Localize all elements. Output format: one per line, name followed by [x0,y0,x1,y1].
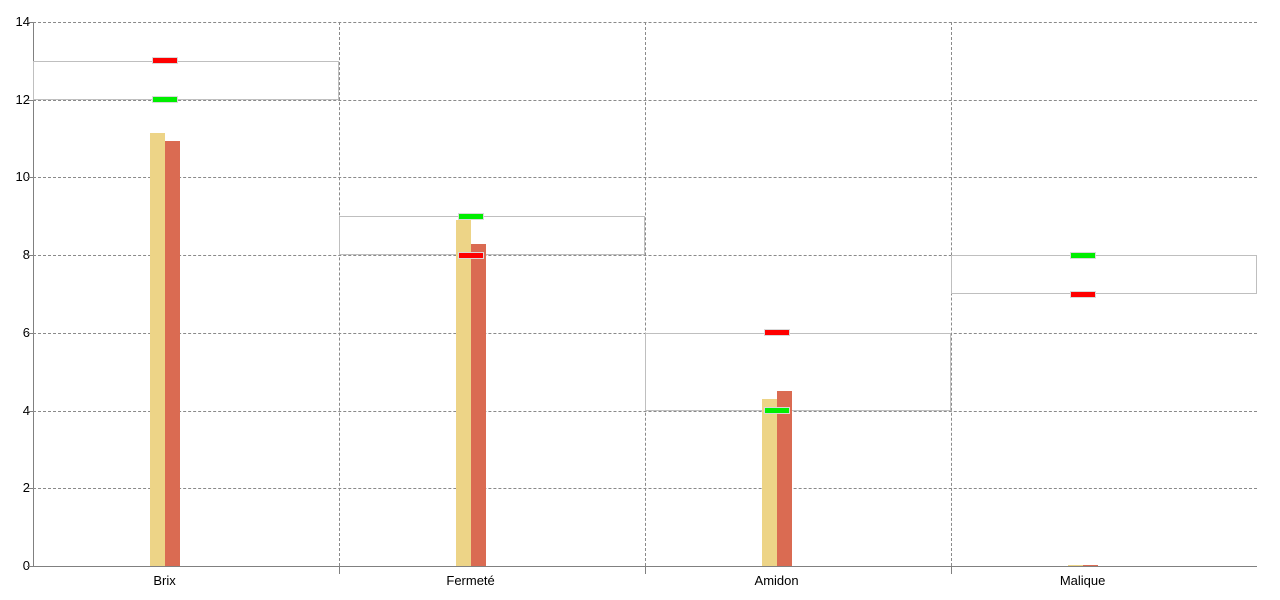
bar [776,391,792,566]
threshold-marker-max [1069,290,1096,298]
threshold-marker-max [763,329,790,337]
y-axis-tick-label: 0 [22,558,30,573]
y-axis-tick-mark [27,255,33,257]
y-axis-line [33,22,34,566]
x-axis-tick-label: Fermeté [446,573,495,588]
reference-range-box [645,332,951,411]
bar [149,132,165,566]
y-axis-tick-label: 8 [22,247,30,263]
group-separator [645,22,646,566]
x-axis-tick-mark [339,566,340,574]
threshold-marker-min [457,212,484,220]
y-axis-tick-label: 6 [22,324,30,340]
bar [1067,565,1083,566]
x-axis-tick-label: Malique [1059,573,1106,588]
plot-area [27,22,1257,567]
y-axis-tick-mark [27,566,33,567]
y-axis-tick-label: 4 [22,402,30,418]
bar [164,140,180,566]
y-axis-tick-label: 10 [15,169,30,185]
bar [1082,565,1098,566]
y-axis-tick-mark [27,332,33,334]
y-axis-tick-label: 12 [15,91,30,107]
y-axis-tick-label: 2 [22,480,30,496]
group-separator [951,22,952,566]
threshold-marker-max [457,251,484,259]
y-axis-tick-mark [27,410,33,412]
x-axis-tick-label: Amidon [754,573,799,588]
x-axis-tick-label: Brix [153,573,176,588]
reference-range-box [951,255,1257,294]
y-axis-tick-mark [27,177,33,179]
x-axis-tick-mark [645,566,646,574]
group-separator [339,22,340,566]
bar [761,398,777,566]
threshold-marker-min [151,96,178,104]
threshold-marker-max [151,57,178,65]
threshold-marker-min [1069,251,1096,259]
y-axis-tick-mark [27,99,33,101]
threshold-marker-min [763,407,790,415]
x-axis-tick-mark [951,566,952,574]
reference-range-box [339,216,645,256]
bar [455,220,471,566]
y-axis-tick-label: 14 [15,14,30,29]
bar [470,243,486,566]
reference-range-box [33,60,339,100]
y-axis-tick-mark [27,22,33,23]
y-axis-tick-mark [27,488,33,490]
